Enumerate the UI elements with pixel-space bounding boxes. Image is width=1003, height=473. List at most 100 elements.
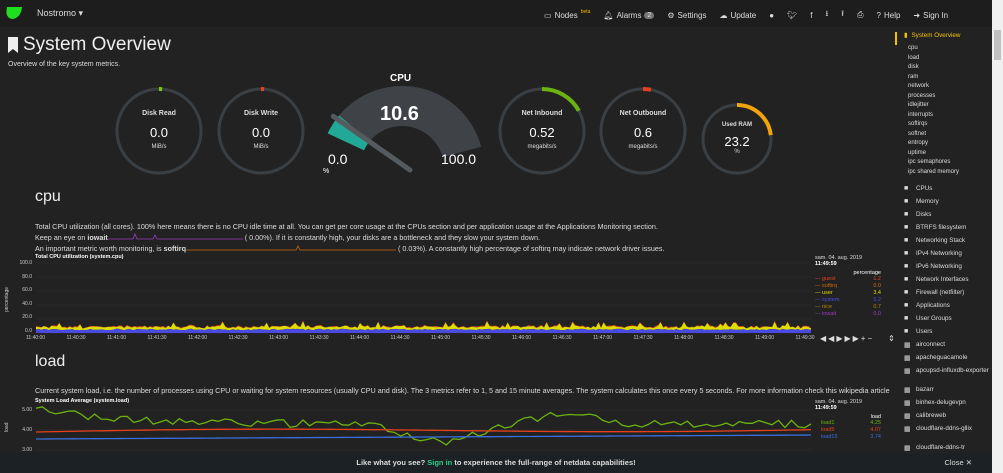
y-tick: 80.0 (22, 273, 32, 280)
section-icon: ■ (904, 328, 909, 335)
sidebar-subitem-softnet[interactable]: softnet (908, 130, 927, 137)
sidebar-item-networking-stack[interactable]: ■ Networking Stack (895, 237, 992, 250)
legend-item-iowait[interactable]: — iowait 0.0 (815, 311, 881, 317)
sidebar-subitem-processes[interactable]: processes (908, 92, 936, 99)
legend-item-load5[interactable]: load5 4.07 (821, 427, 881, 434)
legend-item-nice[interactable]: — nice 0.7 (815, 304, 881, 310)
sidebar-subitem-uptime[interactable]: uptime (908, 149, 927, 156)
nav-help-button[interactable]: ? Help (877, 11, 901, 20)
sidebar-item-ipv4-networking[interactable]: ■ IPv4 Networking (895, 250, 992, 263)
banner-signin-link[interactable]: Sign in (427, 458, 453, 467)
gauge-value: 0.0 (251, 124, 271, 140)
series-load15 (36, 434, 811, 440)
legend-item-load1[interactable]: load1 4.25 (821, 420, 881, 427)
sidebar-item-system-overview[interactable]: ▮ System Overview (895, 32, 992, 45)
gauge-net-outbound[interactable]: Net Outbound 0.6 megabits/s (598, 86, 688, 176)
sidebar-subitem-entropy[interactable]: entropy (908, 140, 929, 146)
sidebar-item-binhex-delugevpn[interactable]: ▦ binhex-delugevpn (895, 399, 992, 412)
gauge-value: 0.52 (529, 124, 555, 140)
download-icon: ⭳ (825, 9, 829, 18)
nav-sign-in-button[interactable]: ➜ Sign In (913, 11, 948, 20)
section-icon: ■ (904, 276, 909, 283)
load-chart[interactable] (36, 404, 811, 452)
gauge-disk-write[interactable]: Disk Write 0.0 MiB/s (216, 86, 306, 176)
load-legend-time: 11:49:59 (815, 405, 837, 411)
sidebar-item-users[interactable]: ■ Users (895, 328, 992, 341)
host-dropdown[interactable]: Nostromo ▾ (37, 8, 84, 18)
sidebar-item-cpus[interactable]: ■ CPUs (895, 185, 992, 198)
sidebar-subitem-disk[interactable]: disk (908, 64, 919, 70)
legend-value: 0.0 (873, 283, 881, 289)
load-legend-date: sam. 04. aug. 2019 (815, 399, 863, 405)
cpu-chart-title: Total CPU utilization (system.cpu) (35, 254, 124, 260)
sidebar-subitem-cpu[interactable]: cpu (908, 45, 918, 51)
cpu-chart[interactable] (36, 262, 811, 334)
sidebar-subitem-ipc-shared-memory[interactable]: ipc shared memory (908, 168, 960, 175)
gauge-disk-read[interactable]: Disk Read 0.0 MiB/s (114, 86, 204, 176)
page-scrollbar[interactable] (992, 0, 1003, 473)
sidebar-item-apcupsd-influxdb-exporter[interactable]: ▦ apcupsd-influxdb-exporter (895, 367, 992, 386)
legend-item-user[interactable]: — user 3.4 (815, 290, 881, 296)
nav-settings-button[interactable]: ⚙ Settings (667, 11, 706, 20)
pan-left-icon[interactable]: ◀◀ (820, 334, 837, 343)
sidebar-subitem-softirqs[interactable]: softirqs (908, 121, 928, 127)
sidebar-item-ipv6-networking[interactable]: ■ IPv6 Networking (895, 263, 992, 276)
sidebar-item-bazarr[interactable]: ▦ bazarr (895, 386, 992, 399)
nav-github-button[interactable]: ● (769, 11, 774, 20)
nav-upload-button[interactable]: ⭱ (841, 8, 844, 22)
sidebar-item-apacheguacamole[interactable]: ▦ apacheguacamole (895, 354, 992, 367)
sidebar-label: cloudflare-ddns-gllix (916, 425, 972, 432)
nav-nodes-button[interactable]: ▭ Nodes beta (544, 9, 590, 20)
legend-item-guest[interactable]: — guest 1.2 (815, 276, 881, 282)
sidebar-subitem-ram[interactable]: ram (908, 73, 919, 80)
sidebar-subitem-load[interactable]: load (908, 54, 920, 61)
zoom-out-icon[interactable]: − (867, 334, 875, 343)
legend-item-load15[interactable]: load15 3.74 (821, 434, 881, 441)
sidebar-item-disks[interactable]: ■ Disks (895, 211, 992, 224)
gauge-net-inbound[interactable]: Net Inbound 0.52 megabits/s (497, 86, 587, 176)
sidebar-item-cloudflare-ddns-gllix[interactable]: ▦ cloudflare-ddns-gllix (895, 425, 992, 444)
sidebar-subitem-interrupts[interactable]: interrupts (908, 111, 934, 118)
sidebar-item-applications[interactable]: ■ Applications (895, 302, 992, 315)
legend-item-system[interactable]: — system 5.2 (815, 297, 881, 303)
y-tick: 40.0 (22, 300, 32, 307)
play-icon[interactable]: ▶ (836, 334, 845, 343)
banner-close-button[interactable]: Close ✕ (944, 458, 972, 467)
banner-text-2: to experience the full-range of netdata … (452, 458, 636, 467)
nav-update-button[interactable]: ☁ Update (719, 11, 756, 20)
resize-handle-icon[interactable]: ⇕ (888, 334, 897, 343)
zoom-in-icon[interactable]: + (860, 334, 868, 343)
x-tick: 11:47:00 (593, 335, 613, 341)
sidebar-item-memory[interactable]: ■ Memory (895, 198, 992, 211)
sidebar-item-calibreweb[interactable]: ▦ calibreweb (895, 412, 992, 425)
nav-facebook-button[interactable]: f (810, 11, 812, 20)
sidebar-item-firewall-netfilter-[interactable]: ■ Firewall (netfilter) (895, 289, 992, 302)
section-icon: ■ (904, 198, 909, 205)
sidebar-item-network-interfaces[interactable]: ■ Network Interfaces (895, 276, 992, 289)
sidebar-label: Applications (916, 302, 950, 309)
gauge-label: Net Inbound (521, 110, 563, 118)
nav-label: Update (730, 10, 757, 20)
load-legend: sam. 04. aug. 2019 11:49:59 load load1 4.… (815, 399, 881, 441)
nav-alarms-button[interactable]: 🔔︎ Alarms 2 (603, 11, 655, 20)
sidebar-subitem-ipc-semaphores[interactable]: ipc semaphores (908, 159, 951, 165)
grid-icon: ▦ (904, 413, 911, 420)
legend-item-softirq[interactable]: — softirq 0.0 (815, 283, 881, 289)
scrollbar-thumb[interactable] (994, 30, 1001, 60)
sidebar-subitem-idlejitter[interactable]: idlejitter (908, 102, 929, 108)
sidebar-item-user-groups[interactable]: ■ User Groups (895, 315, 992, 328)
x-tick: 11:42:00 (188, 335, 208, 341)
nav-print-button[interactable]: ⎙ (857, 10, 863, 20)
sidebar-subitem-network[interactable]: network (908, 83, 930, 89)
pan-right-icon[interactable]: ▶▶ (844, 334, 861, 343)
cloud-download-icon: ☁ (719, 10, 728, 20)
nav-download-button[interactable]: ⭳ (825, 8, 828, 22)
series-load1 (36, 406, 811, 446)
gauge-used-ram[interactable]: Used RAM 23.2% (700, 102, 774, 176)
sidebar-item-airconnect[interactable]: ▦ airconnect (895, 341, 992, 354)
y-tick: 100.0 (19, 260, 32, 266)
sidebar-item-btrfs-filesystem[interactable]: ■ BTRFS filesystem (895, 224, 992, 237)
netdata-logo[interactable] (4, 7, 23, 19)
sidebar-item-cloudflare-ddns-tr[interactable]: ▦ cloudflare-ddns-tr (895, 444, 992, 457)
nav-twitter-button[interactable]: 🐦︎ (787, 11, 797, 20)
